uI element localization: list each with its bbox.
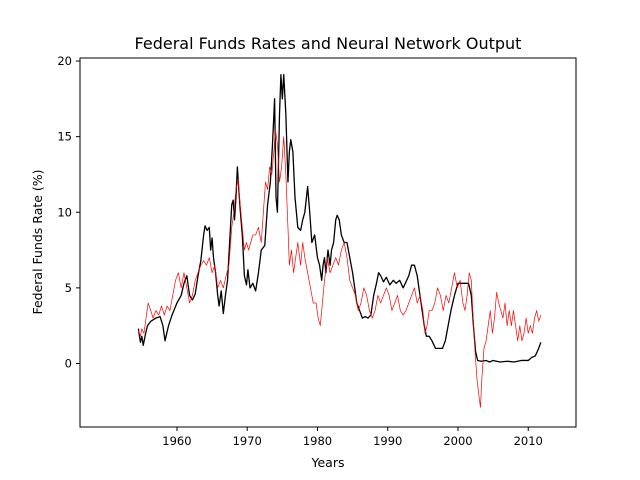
x-tick-label: 2010 [514,434,543,448]
series-line-black [137,73,542,363]
x-axis-ticks: 1960 1970 1980 1990 2000 2010 [162,427,543,448]
y-tick-label: 10 [57,205,72,219]
x-tick-label: 1960 [162,434,191,448]
y-tick-label: 0 [65,356,72,370]
x-axis-label: Years [311,455,345,470]
y-tick-label: 15 [57,130,72,144]
y-tick-label: 20 [57,54,72,68]
y-axis-label: Federal Funds Rate (%) [30,169,45,314]
x-tick-label: 1970 [233,434,262,448]
y-tick-label: 5 [65,281,72,295]
x-tick-label: 1990 [373,434,402,448]
x-tick-label: 2000 [443,434,472,448]
plot-area: 1960 1970 1980 1990 2000 2010 0 5 10 15 20 [57,54,577,448]
series-line-red [137,128,542,408]
y-axis-ticks: 0 5 10 15 20 [57,54,80,370]
axes-frame [79,57,577,428]
series-layer [137,73,542,408]
x-tick-label: 1980 [303,434,332,448]
chart-title: Federal Funds Rates and Neural Network O… [135,34,522,53]
